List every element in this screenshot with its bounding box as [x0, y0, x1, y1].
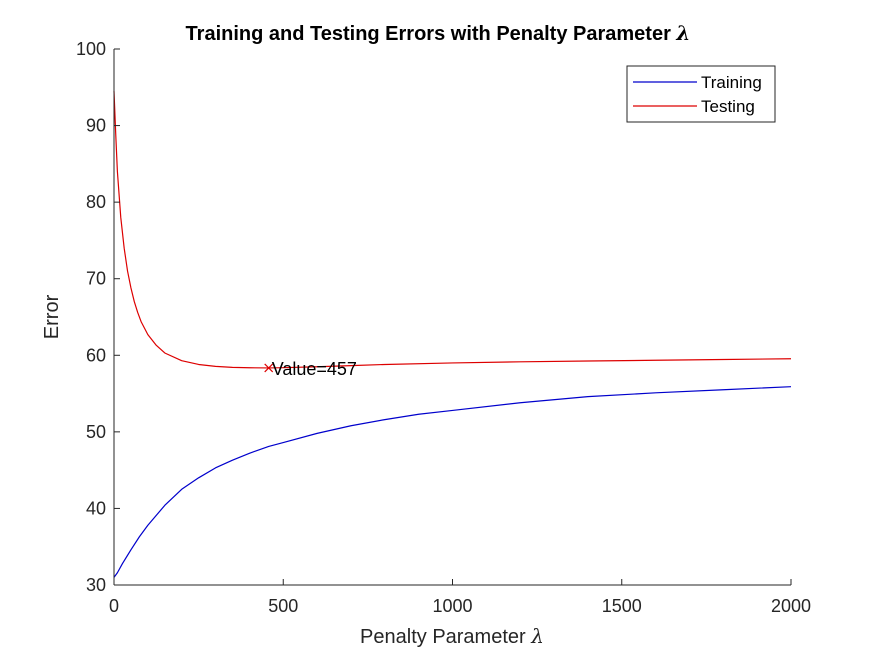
chart-title-text: Training and Testing Errors with Penalty… — [186, 23, 672, 45]
y-tick-label: 30 — [86, 575, 106, 595]
series-line-testing — [113, 91, 792, 369]
x-tick-label: 0 — [109, 596, 119, 616]
y-axis-label: Error — [41, 294, 63, 339]
y-tick-label: 40 — [86, 498, 106, 518]
x-tick-label: 500 — [268, 596, 298, 616]
x-axis-ticks: 0 500 1000 1500 2000 — [109, 579, 811, 616]
annotation-label: Value=457 — [272, 359, 357, 379]
plot-area — [114, 49, 791, 585]
annotation-marker — [264, 363, 274, 373]
x-axis-label: Penalty Parameter λ — [360, 624, 544, 648]
y-tick-label: 60 — [86, 345, 106, 365]
x-axis-label-text: Penalty Parameter — [360, 626, 526, 648]
chart-title: Training and Testing Errors with Penalty… — [186, 21, 691, 45]
y-tick-label: 90 — [86, 116, 106, 136]
x-tick-label: 1500 — [602, 596, 642, 616]
y-tick-label: 50 — [86, 422, 106, 442]
annotation-layer: Value=457 — [264, 359, 357, 379]
chart-title-symbol: λ — [675, 21, 690, 45]
x-marker-stroke — [264, 363, 274, 373]
y-tick-label: 70 — [86, 269, 106, 289]
y-tick-label: 100 — [76, 39, 106, 59]
series-line-training — [113, 386, 792, 578]
y-tick-label: 80 — [86, 192, 106, 212]
legend-box — [626, 65, 776, 123]
legend-label-testing: Testing — [701, 97, 755, 116]
series-layer — [113, 91, 792, 578]
x-tick-label: 1000 — [432, 596, 472, 616]
y-axis-ticks: 30 40 50 60 70 80 90 100 — [76, 39, 120, 595]
x-tick-label: 2000 — [771, 596, 811, 616]
legend: Training Testing — [626, 65, 776, 123]
legend-label-training: Training — [701, 73, 762, 92]
x-axis-label-symbol: λ — [530, 624, 544, 648]
